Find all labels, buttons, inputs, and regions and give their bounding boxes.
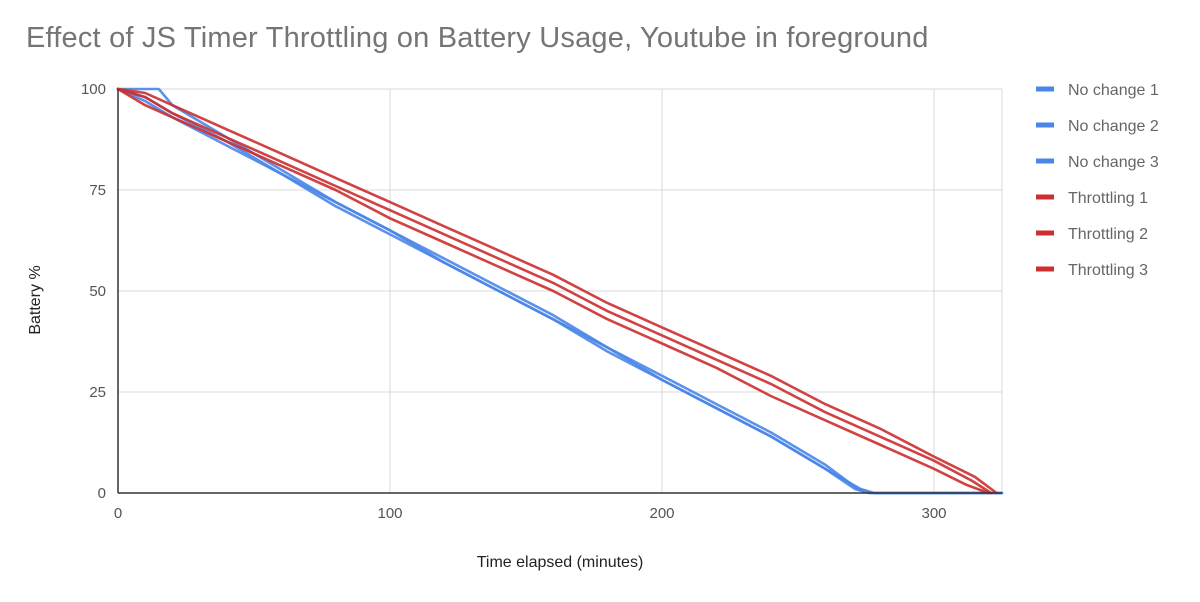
- x-tick-label: 300: [921, 505, 946, 522]
- x-tick-label: 0: [114, 505, 122, 522]
- x-tick-label: 200: [649, 505, 674, 522]
- y-tick-label: 25: [89, 384, 106, 401]
- x-axis-ticks: 0 100 200 300: [114, 505, 947, 522]
- series-line-4: [116, 87, 998, 495]
- series-lines: [116, 87, 1004, 495]
- legend-label: Throttling 1: [1068, 190, 1148, 207]
- legend-label: Throttling 3: [1068, 262, 1148, 279]
- x-axis-label: Time elapsed (minutes): [477, 554, 644, 571]
- chart-title: Effect of JS Timer Throttling on Battery…: [26, 22, 929, 54]
- y-tick-label: 75: [89, 182, 106, 199]
- y-tick-label: 100: [81, 81, 106, 98]
- y-axis-ticks: 0 25 50 75 100: [81, 81, 106, 502]
- series-line-6: [116, 87, 993, 495]
- series-line-5: [116, 87, 990, 495]
- x-tick-label: 100: [377, 505, 402, 522]
- legend-label: No change 1: [1068, 82, 1159, 99]
- legend: No change 1 No change 2 No change 3 Throttl…: [1036, 82, 1159, 279]
- axes: [117, 89, 1002, 494]
- y-tick-label: 0: [98, 485, 106, 502]
- legend-label: Throttling 2: [1068, 226, 1148, 243]
- legend-label: No change 3: [1068, 154, 1159, 171]
- y-axis-label: Battery %: [27, 265, 44, 334]
- legend-label: No change 2: [1068, 118, 1159, 135]
- y-tick-label: 50: [89, 283, 106, 300]
